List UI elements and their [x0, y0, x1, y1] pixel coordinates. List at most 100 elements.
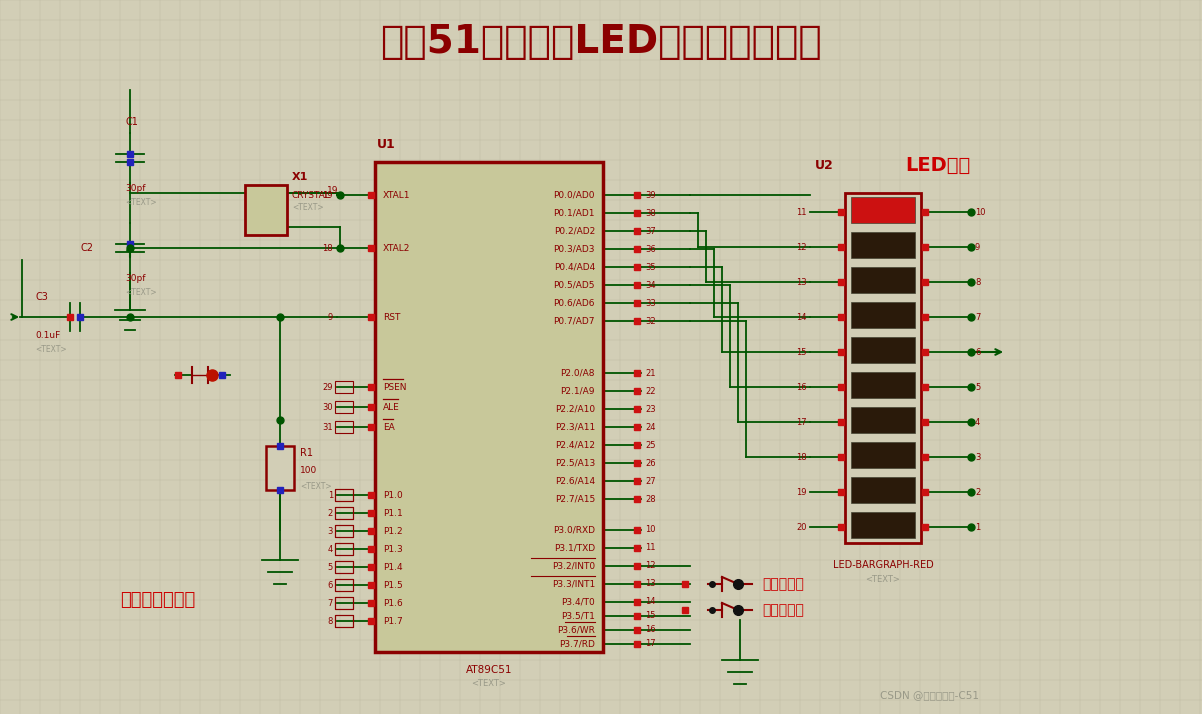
Text: 27: 27	[645, 476, 655, 486]
Text: 17: 17	[797, 418, 807, 426]
Text: P0.7/AD7: P0.7/AD7	[553, 316, 595, 326]
Text: 30: 30	[322, 403, 333, 411]
Bar	[851, 197, 915, 223]
Text: 14: 14	[645, 598, 655, 606]
Text: 23: 23	[645, 405, 655, 413]
Text: 17: 17	[645, 640, 655, 648]
Text: 100: 100	[300, 466, 317, 475]
Text: <TEXT>: <TEXT>	[471, 680, 506, 688]
Bar	[335, 561, 353, 573]
Text: 6: 6	[975, 348, 981, 356]
Bar	[335, 561, 353, 573]
Text: U1: U1	[377, 138, 395, 151]
Text: <TEXT>: <TEXT>	[300, 481, 332, 491]
Text: P0.0/AD0: P0.0/AD0	[553, 191, 595, 199]
Text: <TEXT>: <TEXT>	[865, 575, 900, 583]
Text: 28: 28	[645, 495, 655, 503]
Text: P1.7: P1.7	[383, 616, 403, 625]
Text: P0.5/AD5: P0.5/AD5	[553, 281, 595, 289]
Bar	[851, 267, 915, 293]
Text: R1: R1	[300, 448, 313, 458]
Text: 15: 15	[645, 611, 655, 620]
Text: 8: 8	[328, 616, 333, 625]
Text: 25: 25	[645, 441, 655, 450]
Text: 6: 6	[328, 580, 333, 590]
Text: 10: 10	[645, 526, 655, 535]
Text: CSDN @电子工程师-C51: CSDN @电子工程师-C51	[880, 690, 978, 700]
Bar	[851, 512, 915, 538]
Bar	[851, 372, 915, 398]
Text: 2: 2	[975, 488, 981, 496]
Text: 12: 12	[797, 243, 807, 251]
Text: P1.3: P1.3	[383, 545, 403, 553]
Text: P0.6/AD6: P0.6/AD6	[553, 298, 595, 308]
Bar	[335, 579, 353, 591]
Text: C1: C1	[125, 117, 138, 127]
Bar	[335, 489, 353, 501]
Bar	[335, 597, 353, 609]
Text: 30pf: 30pf	[125, 183, 145, 193]
Text: P1.1: P1.1	[383, 508, 403, 518]
Text: C2: C2	[81, 243, 93, 253]
Bar	[845, 193, 921, 543]
Bar	[335, 597, 353, 609]
Text: <TEXT>: <TEXT>	[125, 288, 156, 296]
Text: RST: RST	[383, 313, 400, 321]
Text: P2.1/A9: P2.1/A9	[560, 386, 595, 396]
Bar	[335, 615, 353, 627]
Text: 5: 5	[328, 563, 333, 571]
Text: XTAL1: XTAL1	[383, 191, 411, 199]
Text: 自动控制键: 自动控制键	[762, 603, 804, 617]
Bar	[335, 381, 353, 393]
Bar	[335, 525, 353, 537]
Text: P1.2: P1.2	[383, 526, 403, 536]
Text: 14: 14	[797, 313, 807, 321]
Text: P3.7/RD: P3.7/RD	[559, 640, 595, 648]
Bar	[375, 162, 603, 652]
Text: 4: 4	[328, 545, 333, 553]
Text: 手动控制键: 手动控制键	[762, 577, 804, 591]
Text: C3: C3	[35, 292, 48, 302]
Text: 7: 7	[328, 598, 333, 608]
Text: 基于51单片机的LED彩灯控制器设计: 基于51单片机的LED彩灯控制器设计	[380, 23, 822, 61]
Text: 3: 3	[328, 526, 333, 536]
Bar	[851, 442, 915, 468]
Text: P3.3/INT1: P3.3/INT1	[552, 580, 595, 588]
Text: ALE: ALE	[383, 403, 400, 411]
Text: P3.4/T0: P3.4/T0	[561, 598, 595, 606]
Text: 0.1uF: 0.1uF	[35, 331, 60, 339]
Text: P1.4: P1.4	[383, 563, 403, 571]
Bar	[851, 407, 915, 433]
Text: 39: 39	[645, 191, 655, 199]
Text: P0.2/AD2: P0.2/AD2	[554, 226, 595, 236]
Text: 33: 33	[645, 298, 656, 308]
Text: 9: 9	[328, 313, 333, 321]
Text: 37: 37	[645, 226, 656, 236]
Bar	[335, 507, 353, 519]
Text: 24: 24	[645, 423, 655, 431]
Text: 12: 12	[645, 561, 655, 570]
Text: 4: 4	[975, 418, 981, 426]
Text: P1.5: P1.5	[383, 580, 403, 590]
Text: 38: 38	[645, 208, 656, 218]
Text: EA: EA	[383, 423, 394, 431]
Text: 15: 15	[797, 348, 807, 356]
Text: P3.6/WR: P3.6/WR	[557, 625, 595, 635]
Text: P2.6/A14: P2.6/A14	[555, 476, 595, 486]
Text: 13: 13	[645, 580, 655, 588]
Text: AT89C51: AT89C51	[465, 665, 512, 675]
Text: 26: 26	[645, 458, 655, 468]
Bar	[335, 525, 353, 537]
Text: 7: 7	[975, 313, 981, 321]
Text: LED-BARGRAPH-RED: LED-BARGRAPH-RED	[833, 560, 934, 570]
Text: P2.5/A13: P2.5/A13	[555, 458, 595, 468]
Text: 32: 32	[645, 316, 655, 326]
Text: 34: 34	[645, 281, 655, 289]
Text: PSEN: PSEN	[383, 383, 406, 391]
Bar	[335, 401, 353, 413]
Text: <TEXT>: <TEXT>	[125, 198, 156, 206]
Bar	[335, 507, 353, 519]
Text: 1: 1	[328, 491, 333, 500]
Text: P0.4/AD4: P0.4/AD4	[554, 263, 595, 271]
Text: 19: 19	[322, 191, 333, 199]
